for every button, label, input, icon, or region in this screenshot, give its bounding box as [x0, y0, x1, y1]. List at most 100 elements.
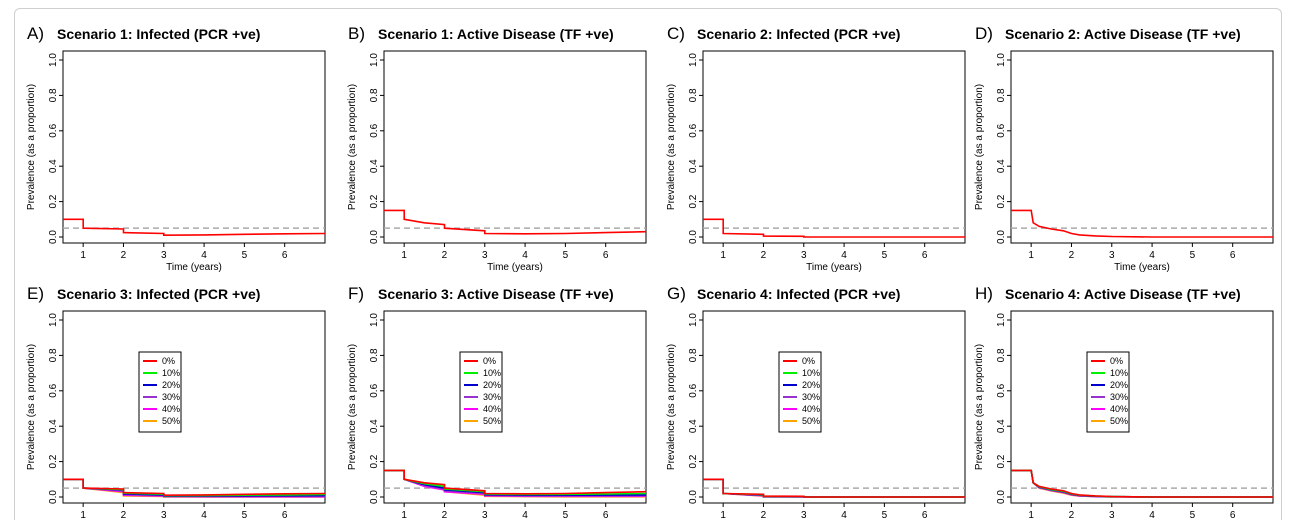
- series-line-0pct: [384, 469, 647, 495]
- legend-label: 40%: [162, 404, 180, 414]
- y-axis-label: Prevalence (as a proportion): [666, 84, 677, 210]
- y-axis-label: Prevalence (as a proportion): [26, 84, 37, 210]
- panel-letter: H): [975, 284, 993, 303]
- y-tick-label: 0.0: [369, 230, 380, 244]
- panel-title: Scenario 3: Infected (PCR +ve): [57, 286, 260, 302]
- x-tick-label: 5: [563, 510, 569, 520]
- panel-letter: F): [348, 284, 364, 303]
- y-tick-label: 0.6: [369, 123, 380, 137]
- y-tick-label: 0.8: [369, 348, 380, 362]
- x-tick-label: 2: [761, 510, 767, 520]
- y-tick-label: 0.6: [688, 123, 699, 137]
- series-line-0pct: [63, 478, 326, 497]
- x-tick-label: 1: [401, 510, 407, 520]
- x-tick-label: 2: [1069, 250, 1075, 261]
- x-tick-label: 4: [1149, 250, 1155, 261]
- y-tick-label: 0.8: [369, 88, 380, 102]
- legend-box: [1086, 351, 1130, 433]
- x-tick-label: 4: [1149, 510, 1155, 520]
- y-tick-label: 0.2: [48, 454, 59, 468]
- y-tick-label: 0.0: [369, 490, 380, 504]
- legend-label: 30%: [802, 392, 820, 402]
- legend-label: 10%: [802, 368, 820, 378]
- y-tick-label: 1.0: [48, 313, 59, 327]
- panel-letter: E): [27, 284, 44, 303]
- plot-frame: [383, 310, 647, 504]
- x-tick-label: 6: [603, 250, 609, 261]
- legend-label: 10%: [483, 368, 501, 378]
- legend-box: [459, 351, 503, 433]
- y-axis-label: Prevalence (as a proportion): [666, 344, 677, 470]
- y-tick-label: 1.0: [369, 313, 380, 327]
- x-tick-label: 6: [922, 250, 928, 261]
- x-tick-label: 1: [401, 250, 407, 261]
- y-tick-label: 1.0: [688, 313, 699, 327]
- plot-frame: [702, 310, 966, 504]
- y-tick-label: 0.4: [48, 159, 59, 173]
- y-tick-label: 0.4: [688, 159, 699, 173]
- panel-title: Scenario 4: Infected (PCR +ve): [697, 286, 900, 302]
- y-tick-label: 1.0: [996, 53, 1007, 67]
- panel-letter: G): [667, 284, 686, 303]
- y-tick-label: 0.4: [369, 159, 380, 173]
- chart-panel-2: B) Scenario 1: Active Disease (TF +ve) 1 2 3…: [347, 24, 647, 273]
- y-tick-label: 0.8: [996, 88, 1007, 102]
- panel-title: Scenario 2: Infected (PCR +ve): [697, 26, 900, 42]
- x-tick-label: 5: [1190, 510, 1196, 520]
- y-tick-label: 0.0: [996, 230, 1007, 244]
- legend-label: 30%: [483, 392, 501, 402]
- panel-title: Scenario 4: Active Disease (TF +ve): [1005, 286, 1241, 302]
- plot-frame: [702, 50, 966, 244]
- x-tick-label: 1: [80, 250, 86, 261]
- x-tick-label: 3: [161, 510, 167, 520]
- legend-box: [138, 351, 182, 433]
- panel-letter: D): [975, 24, 993, 43]
- x-tick-label: 1: [1028, 250, 1034, 261]
- series-line: [703, 218, 965, 238]
- y-tick-label: 0.8: [48, 88, 59, 102]
- y-axis-label: Prevalence (as a proportion): [974, 84, 985, 210]
- x-tick-label: 4: [522, 250, 528, 261]
- y-tick-label: 0.6: [48, 383, 59, 397]
- plot-frame: [1010, 310, 1274, 504]
- legend-label: 0%: [802, 356, 815, 366]
- panel-title: Scenario 1: Active Disease (TF +ve): [378, 26, 614, 42]
- y-tick-label: 0.6: [48, 123, 59, 137]
- x-tick-label: 6: [282, 510, 288, 520]
- series-line: [1011, 209, 1273, 238]
- panel-letter: C): [667, 24, 685, 43]
- y-tick-label: 0.0: [48, 230, 59, 244]
- y-tick-label: 0.4: [48, 419, 59, 433]
- y-tick-label: 0.8: [996, 348, 1007, 362]
- y-axis-label: Prevalence (as a proportion): [347, 84, 358, 210]
- legend-label: 50%: [483, 416, 501, 426]
- y-tick-label: 1.0: [48, 53, 59, 67]
- y-tick-label: 0.4: [688, 419, 699, 433]
- x-tick-label: 6: [1230, 250, 1236, 261]
- legend-label: 20%: [1110, 380, 1128, 390]
- y-tick-label: 0.0: [48, 490, 59, 504]
- x-tick-label: 3: [1109, 250, 1115, 261]
- x-tick-label: 6: [282, 250, 288, 261]
- legend-label: 50%: [802, 416, 820, 426]
- y-tick-label: 1.0: [688, 53, 699, 67]
- x-tick-label: 2: [442, 250, 448, 261]
- legend-label: 40%: [802, 404, 820, 414]
- x-tick-label: 4: [841, 510, 847, 520]
- y-tick-label: 0.2: [369, 194, 380, 208]
- y-axis-label: Prevalence (as a proportion): [347, 344, 358, 470]
- x-tick-label: 5: [563, 250, 569, 261]
- y-tick-label: 0.4: [369, 419, 380, 433]
- plot-frame: [62, 310, 326, 504]
- legend-label: 50%: [1110, 416, 1128, 426]
- legend-label: 10%: [1110, 368, 1128, 378]
- legend-label: 30%: [162, 392, 180, 402]
- y-tick-label: 0.4: [996, 159, 1007, 173]
- legend-label: 20%: [162, 380, 180, 390]
- chart-panel-5: E) Scenario 3: Infected (PCR +ve) 1 2 3 4 5 6 0.…: [26, 284, 326, 525]
- panel-letter: A): [27, 24, 44, 43]
- x-tick-label: 5: [1190, 250, 1196, 261]
- figure-frame: [14, 8, 1282, 520]
